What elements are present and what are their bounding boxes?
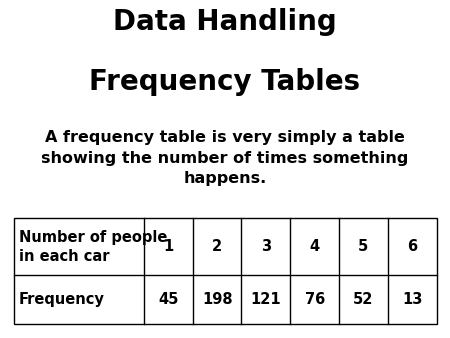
Text: 52: 52 <box>353 292 373 308</box>
Text: 198: 198 <box>202 292 233 308</box>
Text: Data Handling: Data Handling <box>113 8 337 37</box>
Text: 5: 5 <box>358 239 369 254</box>
Text: Frequency: Frequency <box>19 292 105 308</box>
Text: 13: 13 <box>402 292 422 308</box>
Text: Number of people
in each car: Number of people in each car <box>19 230 167 264</box>
Text: A frequency table is very simply a table
showing the number of times something
h: A frequency table is very simply a table… <box>41 130 409 186</box>
Text: 6: 6 <box>407 239 417 254</box>
Text: 3: 3 <box>261 239 271 254</box>
Text: 121: 121 <box>251 292 281 308</box>
Text: 1: 1 <box>163 239 174 254</box>
Text: 4: 4 <box>310 239 320 254</box>
Bar <box>14 218 436 324</box>
Text: Frequency Tables: Frequency Tables <box>90 68 360 96</box>
Text: 45: 45 <box>158 292 179 308</box>
Text: 2: 2 <box>212 239 222 254</box>
Text: 76: 76 <box>305 292 325 308</box>
